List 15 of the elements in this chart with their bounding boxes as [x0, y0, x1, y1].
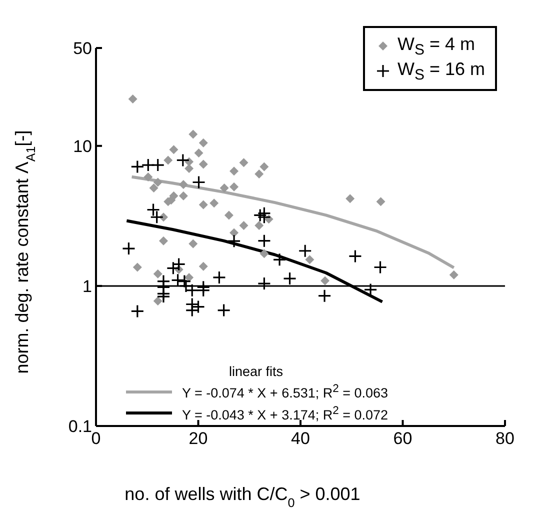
x-tick-label: 60 — [393, 429, 412, 448]
legend-label: W$_{S}$ = 16 m — [397, 58, 485, 84]
legend-label: W$_{S}$ = 4 m — [397, 34, 475, 59]
legend-title: linear fits — [228, 364, 284, 379]
x-tick-label: 20 — [188, 429, 208, 448]
legend-label: Y = -0.043 * X + 3.174; R$^{2}$ = 0.072 — [182, 404, 388, 422]
y-tick-label: 1 — [82, 276, 92, 296]
x-tick-label: 80 — [496, 429, 514, 448]
y-tick-label: 10 — [73, 136, 92, 156]
y-tick-label: 0.1 — [68, 417, 92, 436]
legend-label: Y = -0.074 * X + 6.531; R$^{2}$ = 0.063 — [182, 383, 388, 400]
x-tick-label: 0 — [91, 429, 101, 448]
x-tick-label: 40 — [291, 429, 310, 448]
y-tick-label: 50 — [73, 39, 92, 58]
x-axis-title: no. of wells with C/C$_{0}$ > 0.001 — [124, 484, 360, 510]
